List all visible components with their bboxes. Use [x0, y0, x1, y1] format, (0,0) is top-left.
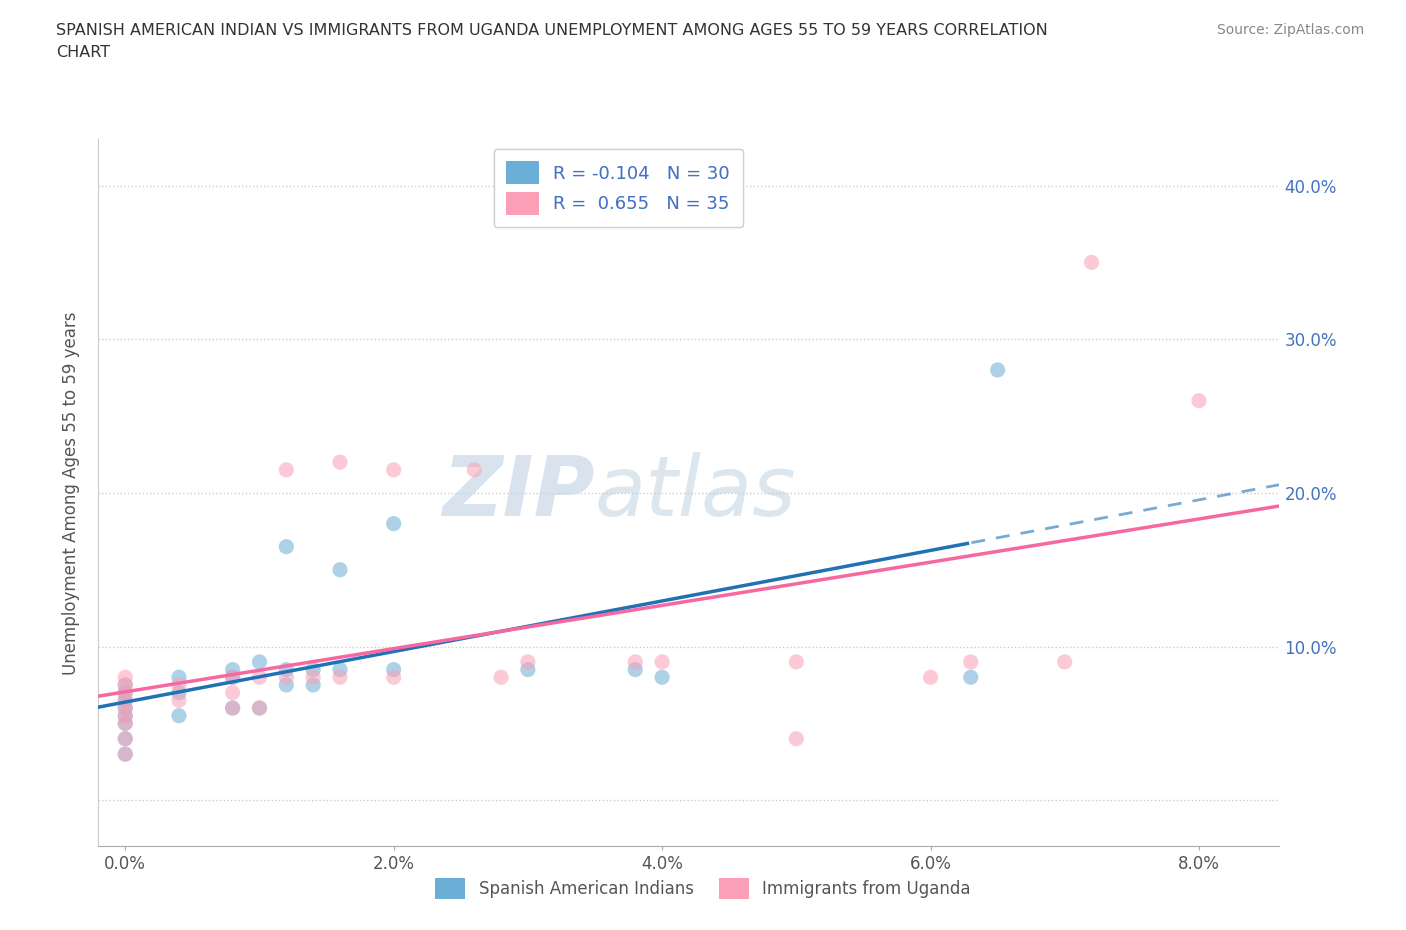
Point [249, 700, 271, 715]
Point [114, 731, 136, 746]
Text: ZIP: ZIP [441, 452, 595, 534]
Point [114, 747, 136, 762]
Point [221, 670, 243, 684]
Point [516, 655, 538, 670]
Point [651, 655, 673, 670]
Point [114, 709, 136, 724]
Point [221, 700, 243, 715]
Point [167, 678, 190, 693]
Point [221, 700, 243, 715]
Point [114, 693, 136, 708]
Point [785, 731, 807, 746]
Point [114, 709, 136, 724]
Point [249, 670, 271, 684]
Point [920, 670, 942, 684]
Point [1053, 655, 1076, 670]
Legend: Spanish American Indians, Immigrants from Uganda: Spanish American Indians, Immigrants fro… [422, 864, 984, 912]
Point [382, 662, 405, 677]
Point [624, 655, 647, 670]
Point [114, 731, 136, 746]
Y-axis label: Unemployment Among Ages 55 to 59 years: Unemployment Among Ages 55 to 59 years [62, 312, 80, 674]
Point [114, 678, 136, 693]
Point [489, 670, 512, 684]
Point [167, 670, 190, 684]
Point [167, 693, 190, 708]
Point [463, 462, 485, 477]
Point [276, 539, 298, 554]
Point [276, 678, 298, 693]
Point [167, 709, 190, 724]
Point [651, 670, 673, 684]
Point [114, 700, 136, 715]
Point [382, 462, 405, 477]
Point [249, 655, 271, 670]
Point [624, 662, 647, 677]
Point [329, 662, 352, 677]
Point [114, 693, 136, 708]
Point [382, 516, 405, 531]
Point [221, 685, 243, 700]
Point [959, 655, 981, 670]
Point [114, 685, 136, 700]
Point [1188, 393, 1211, 408]
Point [329, 563, 352, 578]
Point [329, 455, 352, 470]
Point [114, 716, 136, 731]
Point [959, 670, 981, 684]
Text: Source: ZipAtlas.com: Source: ZipAtlas.com [1216, 23, 1364, 37]
Point [329, 670, 352, 684]
Point [302, 670, 325, 684]
Point [249, 700, 271, 715]
Point [785, 655, 807, 670]
Point [276, 662, 298, 677]
Point [276, 670, 298, 684]
Text: atlas: atlas [595, 452, 796, 534]
Legend: R = -0.104   N = 30, R =  0.655   N = 35: R = -0.104 N = 30, R = 0.655 N = 35 [494, 149, 742, 228]
Point [114, 700, 136, 715]
Point [276, 462, 298, 477]
Point [516, 662, 538, 677]
Point [302, 678, 325, 693]
Point [382, 670, 405, 684]
Point [114, 716, 136, 731]
Point [987, 363, 1010, 378]
Point [302, 662, 325, 677]
Point [221, 670, 243, 684]
Point [114, 747, 136, 762]
Point [167, 685, 190, 700]
Text: SPANISH AMERICAN INDIAN VS IMMIGRANTS FROM UGANDA UNEMPLOYMENT AMONG AGES 55 TO : SPANISH AMERICAN INDIAN VS IMMIGRANTS FR… [56, 23, 1047, 60]
Point [114, 678, 136, 693]
Point [1080, 255, 1102, 270]
Point [114, 670, 136, 684]
Point [221, 662, 243, 677]
Point [114, 685, 136, 700]
